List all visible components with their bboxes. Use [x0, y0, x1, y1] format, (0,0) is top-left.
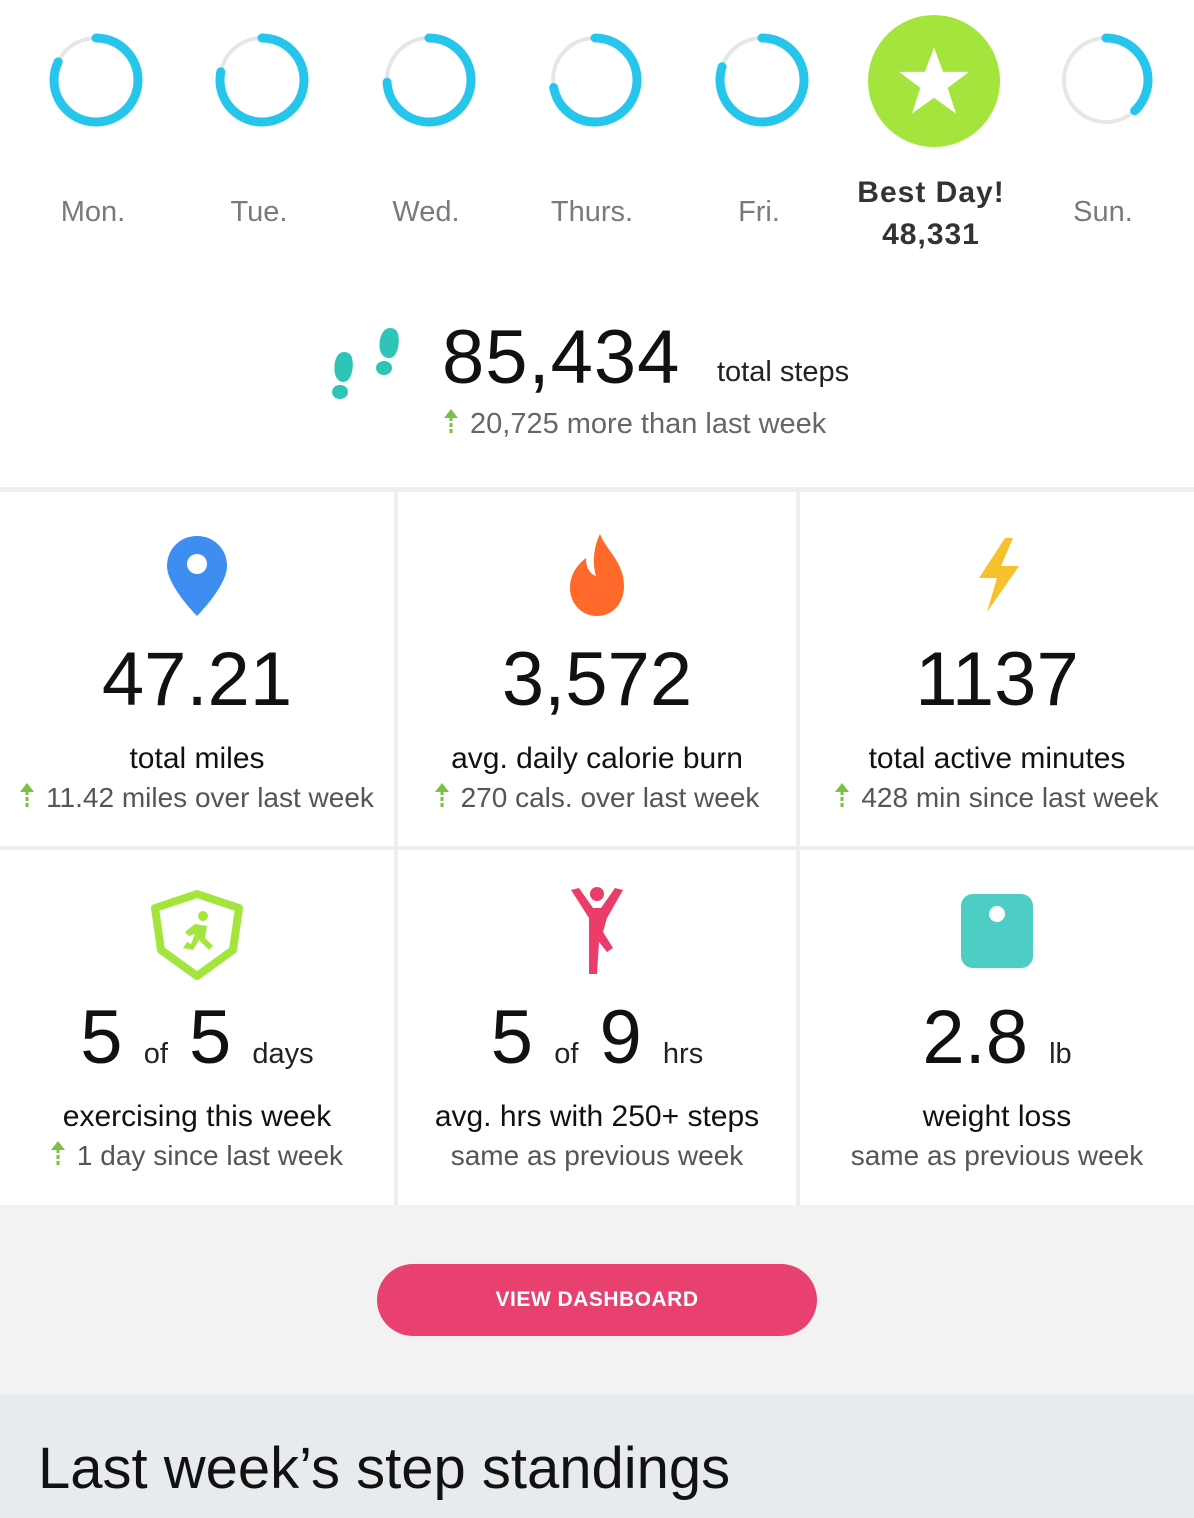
weekly-day-rings: Mon. Tue. Wed. Thurs. Fri. Best Day! 48,…: [0, 0, 1194, 280]
weight-loss-value: 2.8 lb: [800, 1000, 1194, 1076]
day-label: Tue.: [230, 196, 288, 228]
ring-progress-arc: [49, 33, 143, 127]
calories-change-text: 270 cals. over last week: [460, 782, 760, 813]
day-progress-ring: [548, 33, 642, 127]
total-steps-summary: 85,434 total steps 20,725 more than last…: [0, 300, 1194, 480]
hourly-steps-count: 5: [490, 995, 534, 1080]
ring-progress-arc: [382, 33, 476, 127]
exercise-days-label: exercising this week: [62, 1100, 332, 1133]
exercise-days-count: 5: [80, 995, 123, 1080]
stat-total-miles: 47.21 total miles 11.42 miles over last …: [0, 492, 394, 846]
active-minutes-label: total active minutes: [868, 742, 1126, 775]
calories-value: 3,572: [501, 637, 693, 722]
hrs-unit: hrs: [662, 1038, 704, 1070]
scale-icon: [961, 894, 1033, 968]
footprints-icon: [332, 328, 399, 399]
total-steps-unit: total steps: [717, 356, 850, 388]
best-day-title: Best Day!: [857, 176, 1005, 209]
up-arrow-icon: [20, 783, 35, 807]
days-unit: days: [252, 1038, 314, 1070]
miles-value: 47.21: [101, 637, 293, 722]
ring-progress-arc: [548, 33, 642, 127]
ring-progress-arc: [1059, 33, 1153, 127]
star-icon: [899, 47, 969, 114]
ring-progress-arc: [715, 33, 809, 127]
stat-calorie-burn: 3,572 avg. daily calorie burn 270 cals. …: [398, 492, 796, 846]
day-progress-ring: [215, 33, 309, 127]
day-sun: Sun.: [1018, 0, 1188, 280]
day-label: Wed.: [392, 196, 460, 228]
flame-icon: [570, 534, 624, 616]
exercise-days-total: 5: [189, 995, 232, 1080]
day-progress-ring: [715, 33, 809, 127]
weekly-stats-grid: 47.21 total miles 11.42 miles over last …: [0, 487, 1194, 1205]
location-pin-icon: [167, 536, 227, 616]
total-steps-value: 85,434: [442, 315, 681, 400]
step-standings-section: Last week’s step standings: [0, 1395, 1194, 1518]
up-arrow-icon: [444, 409, 458, 433]
hourly-steps-total: 9: [599, 995, 642, 1080]
of-text: of: [554, 1038, 579, 1070]
hourly-steps-label: avg. hrs with 250+ steps: [434, 1100, 760, 1133]
weight-loss-label: weight loss: [922, 1100, 1072, 1133]
exercise-days-value: 5 of 5 days: [0, 1000, 394, 1076]
step-standings-title: Last week’s step standings: [38, 1436, 731, 1501]
active-minutes-change-text: 428 min since last week: [861, 782, 1159, 813]
day-sat-best: Best Day! 48,331: [846, 0, 1016, 280]
miles-change-text: 11.42 miles over last week: [46, 782, 374, 813]
miles-change: 11.42 miles over last week: [0, 782, 394, 814]
day-label: Fri.: [738, 196, 780, 228]
hourly-steps-change: same as previous week: [450, 1140, 744, 1171]
day-label: Mon.: [60, 196, 126, 228]
hourly-steps-value: 5 of 9 hrs: [398, 1000, 796, 1076]
of-text: of: [143, 1038, 168, 1070]
stat-hourly-steps: 5 of 9 hrs avg. hrs with 250+ steps same…: [398, 850, 796, 1205]
exercise-days-change: 1 day since last week: [0, 1140, 394, 1172]
lightning-icon: [979, 538, 1019, 612]
stat-weight-loss: 2.8 lb weight loss same as previous week: [800, 850, 1194, 1205]
exercise-days-change-text: 1 day since last week: [76, 1140, 344, 1171]
dashboard-button-area: VIEW DASHBOARD: [0, 1205, 1194, 1395]
up-arrow-icon: [50, 1141, 65, 1165]
weight-loss-number: 2.8: [922, 995, 1028, 1080]
up-arrow-icon: [434, 783, 449, 807]
best-day-badge: [868, 15, 1000, 147]
day-progress-ring: [49, 33, 143, 127]
day-thurs: Thurs.: [507, 0, 677, 280]
active-minutes-value: 1137: [915, 637, 1079, 722]
stat-active-minutes: 1137 total active minutes 428 min since …: [800, 492, 1194, 846]
day-tue: Tue.: [174, 0, 344, 280]
day-wed: Wed.: [341, 0, 511, 280]
best-day-steps: 48,331: [882, 218, 980, 251]
miles-label: total miles: [129, 742, 265, 775]
day-fri: Fri.: [674, 0, 844, 280]
day-mon: Mon.: [8, 0, 178, 280]
calories-change: 270 cals. over last week: [398, 782, 796, 814]
day-label: Sun.: [1073, 196, 1133, 228]
up-arrow-icon: [835, 783, 850, 807]
stat-exercise-days: 5 of 5 days exercising this week 1 day s…: [0, 850, 394, 1205]
active-minutes-change: 428 min since last week: [800, 782, 1194, 814]
steps-change: 20,725 more than last week: [444, 408, 826, 441]
runner-badge-icon: [151, 890, 243, 980]
day-progress-ring: [382, 33, 476, 127]
steps-change-text: 20,725 more than last week: [470, 408, 827, 440]
weight-loss-change: same as previous week: [850, 1140, 1144, 1171]
calories-label: avg. daily calorie burn: [451, 742, 743, 775]
day-label: Thurs.: [550, 196, 634, 228]
ring-progress-arc: [215, 33, 309, 127]
view-dashboard-button[interactable]: VIEW DASHBOARD: [377, 1264, 817, 1336]
stretching-person-icon: [571, 887, 623, 974]
day-progress-ring: [1059, 33, 1153, 127]
lb-unit: lb: [1049, 1038, 1072, 1070]
